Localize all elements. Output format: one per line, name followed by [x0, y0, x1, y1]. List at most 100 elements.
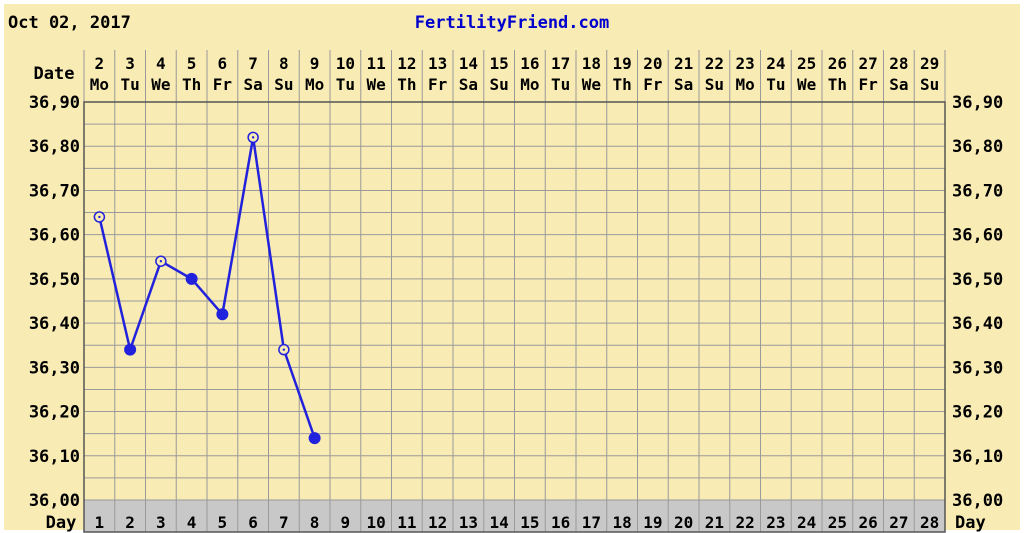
temperature-point	[308, 432, 321, 445]
date-label: 7	[248, 54, 258, 73]
temperature-point-center	[282, 348, 286, 351]
weekday-label: Tu	[766, 75, 785, 94]
date-label: 8	[279, 54, 289, 73]
site-name[interactable]: FertilityFriend.com	[415, 13, 609, 33]
day-label: 3	[156, 513, 166, 532]
weekday-label: Th	[182, 75, 201, 94]
weekday-label: Mo	[90, 75, 109, 94]
y-tick-label-left: 36,20	[29, 403, 80, 423]
y-tick-label-left: 36,50	[29, 270, 80, 290]
weekday-label: We	[151, 75, 170, 94]
temperature-point	[216, 308, 229, 321]
weekday-label: We	[797, 75, 816, 94]
y-axis-right: 36,90 36,80 36,70 36,60 36,50 36,40 36,30 36,20…	[952, 93, 1003, 511]
date-label: 16	[520, 54, 539, 73]
temperature-point-center	[159, 260, 163, 263]
day-label: 26	[858, 513, 877, 532]
day-label: 24	[797, 513, 816, 532]
y-tick-label-left: 36,80	[29, 137, 80, 157]
day-label: 13	[459, 513, 478, 532]
day-label: 14	[489, 513, 508, 532]
y-tick-label-right: 36,90	[952, 93, 1003, 113]
date-label: 29	[920, 54, 939, 73]
date-label: 28	[889, 54, 908, 73]
day-label: 11	[397, 513, 416, 532]
day-label: 20	[674, 513, 693, 532]
date-label: 11	[366, 54, 385, 73]
day-label: 5	[218, 513, 228, 532]
temperature-point-center	[98, 215, 101, 219]
day-label: 19	[643, 513, 662, 532]
y-tick-label-left: 36,10	[29, 447, 80, 467]
date-label: 6	[218, 54, 228, 73]
day-label: 7	[279, 513, 289, 532]
plot-border	[83, 101, 946, 533]
day-label: 16	[551, 513, 570, 532]
date-label: 22	[705, 54, 724, 73]
y-tick-label-right: 36,80	[952, 137, 1003, 157]
weekday-label: Tu	[551, 75, 570, 94]
date-label: 27	[858, 54, 877, 73]
y-tick-label-left: 36,70	[29, 181, 80, 201]
day-row-label-left: Day	[46, 513, 77, 533]
date-label: 20	[643, 54, 662, 73]
y-axis-left: 36,90 36,80 36,70 36,60 36,50 36,40 36,30 36,20…	[29, 93, 80, 511]
day-label: 15	[520, 513, 539, 532]
weekday-label: We	[582, 75, 601, 94]
date-label: 15	[489, 54, 508, 73]
weekday-label: Sa	[889, 75, 908, 94]
temperature-series	[93, 131, 321, 445]
y-tick-label-left: 36,40	[29, 314, 80, 334]
y-tick-label-right: 36,50	[952, 270, 1003, 290]
weekday-label: Th	[397, 75, 416, 94]
date-row-label: Date	[34, 64, 75, 84]
weekday-label: Su	[920, 75, 939, 94]
weekday-label: Sa	[243, 75, 262, 94]
weekday-label: Mo	[735, 75, 754, 94]
weekday-label: We	[366, 75, 385, 94]
weekday-label: Fr	[213, 75, 232, 94]
y-tick-label-right: 36,60	[952, 226, 1003, 246]
day-label: 8	[310, 513, 320, 532]
date-label: 24	[766, 54, 785, 73]
weekday-label: Sa	[459, 75, 478, 94]
date-label: 25	[797, 54, 816, 73]
day-label: 2	[125, 513, 135, 532]
weekday-label: Su	[489, 75, 508, 94]
y-tick-label-right: 36,00	[952, 491, 1003, 511]
day-label: 10	[366, 513, 385, 532]
y-tick-label-left: 36,00	[29, 491, 80, 511]
day-label: 6	[248, 513, 258, 532]
y-tick-label-right: 36,20	[952, 403, 1003, 423]
y-tick-label-left: 36,90	[29, 93, 80, 113]
weekday-label: Su	[274, 75, 293, 94]
y-tick-label-right: 36,40	[952, 314, 1003, 334]
date-label: 9	[310, 54, 320, 73]
day-label: 4	[187, 513, 197, 532]
day-label: 27	[889, 513, 908, 532]
weekday-label: Th	[828, 75, 847, 94]
day-label: 22	[735, 513, 754, 532]
date-label: 23	[735, 54, 754, 73]
temperature-point	[124, 343, 137, 356]
date-label: 21	[674, 54, 693, 73]
weekday-label: Fr	[428, 75, 447, 94]
y-tick-label-right: 36,30	[952, 358, 1003, 378]
day-label: 18	[612, 513, 631, 532]
date-label: 14	[459, 54, 478, 73]
date-label: 12	[397, 54, 416, 73]
day-label: 25	[828, 513, 847, 532]
grid	[83, 50, 946, 533]
date-label: 10	[336, 54, 355, 73]
y-tick-label-left: 36,60	[29, 226, 80, 246]
day-label: 12	[428, 513, 447, 532]
weekday-label: Th	[612, 75, 631, 94]
date-label: 19	[612, 54, 631, 73]
y-tick-label-right: 36,10	[952, 447, 1003, 467]
day-label: 28	[920, 513, 939, 532]
date-label: 13	[428, 54, 447, 73]
day-row: 1 2 3 4 5 6 7 8 9 10 11 12 13 14 15 16 17 18 19 20 21 22 23 24 2…	[84, 500, 945, 532]
y-tick-label-left: 36,30	[29, 358, 80, 378]
